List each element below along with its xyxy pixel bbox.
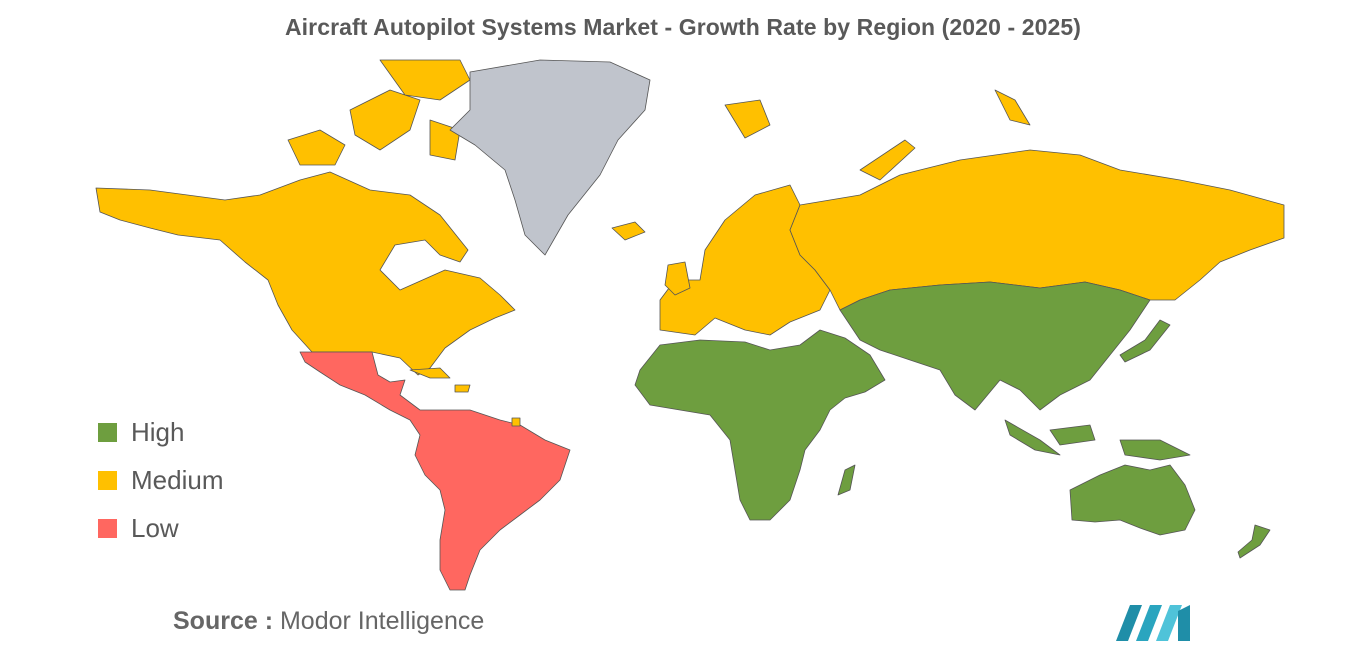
- legend-item-medium: Medium: [98, 456, 223, 504]
- source-text: Modor Intelligence: [279, 607, 485, 635]
- region-australia: [1069, 464, 1196, 536]
- region-japan: [1119, 319, 1171, 363]
- legend-label-high: High: [131, 416, 185, 447]
- legend-swatch-high: [98, 422, 117, 442]
- region-madagascar: [837, 464, 856, 496]
- region-latin-america: [299, 351, 571, 591]
- region-asia-pacific: [839, 281, 1151, 411]
- region-novaya-zemlya: [724, 89, 1031, 181]
- source-credit: Source : Modor Intelligence: [173, 607, 484, 636]
- region-russia: [789, 149, 1285, 311]
- legend-label-low: Low: [131, 512, 179, 543]
- source-prefix: Source :: [173, 607, 274, 635]
- region-uk: [664, 261, 691, 296]
- chart-title: Aircraft Autopilot Systems Market - Grow…: [284, 14, 1082, 40]
- region-new-zealand: [1237, 524, 1271, 559]
- legend-item-high: High: [98, 408, 223, 456]
- region-french-guiana: [511, 417, 521, 427]
- region-caribbean: [409, 367, 471, 393]
- legend-label-medium: Medium: [131, 464, 224, 495]
- region-southeast-asia-islands: [1004, 419, 1191, 461]
- legend: High Medium Low: [98, 408, 223, 552]
- region-iceland: [611, 221, 646, 241]
- region-greenland: [449, 59, 651, 256]
- legend-swatch-medium: [98, 470, 117, 490]
- region-north-america: [95, 171, 516, 376]
- region-arctic-islands: [287, 59, 471, 166]
- region-middle-east-africa: [634, 329, 886, 521]
- mordor-intelligence-logo-icon: [1116, 605, 1190, 641]
- legend-swatch-low: [98, 518, 117, 538]
- legend-item-low: Low: [98, 504, 223, 552]
